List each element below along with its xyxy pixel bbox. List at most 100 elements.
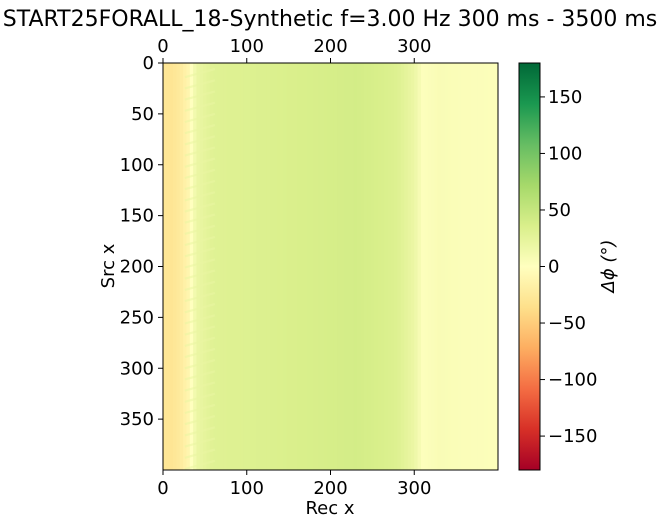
heatmap-column [357, 63, 362, 470]
heatmap-column [384, 63, 389, 470]
heatmap-column [196, 63, 201, 470]
heatmap-column [280, 63, 285, 470]
heatmap-column [484, 63, 489, 470]
heatmap-stripe [184, 448, 216, 459]
heatmap-column [327, 63, 332, 470]
heatmap-column [407, 63, 412, 470]
heatmap-column [290, 63, 295, 470]
heatmap-column [451, 63, 456, 470]
heatmap-column [233, 63, 238, 470]
heatmap-column [481, 63, 486, 470]
heatmap-column [410, 63, 415, 470]
heatmap-column [337, 63, 342, 470]
colorbar-tick-label: 150 [548, 87, 582, 108]
heatmap-column [474, 63, 479, 470]
heatmap-column [313, 63, 318, 470]
heatmap-column [163, 63, 167, 470]
heatmap-column [467, 63, 472, 470]
heatmap-stripe [184, 370, 216, 381]
heatmap-column [457, 63, 462, 470]
x-axis-top: 0 100 200 300 [157, 36, 431, 63]
heatmap-stripes [184, 68, 216, 470]
y-axis: 0 50 100 150 200 250 300 350 [120, 53, 163, 430]
x-tick-label: 300 [397, 36, 431, 57]
colorbar-axis: −150 −100 −50 0 50 100 150 [540, 87, 597, 447]
heatmap-column [216, 63, 221, 470]
heatmap-column [243, 63, 248, 470]
y-axis-label: Src x [98, 243, 119, 288]
heatmap-stripe [184, 269, 216, 280]
heatmap-stripe [184, 314, 216, 325]
y-tick-label: 350 [120, 409, 154, 430]
heatmap-column [494, 63, 498, 470]
heatmap-column [250, 63, 255, 470]
heatmap-column [394, 63, 399, 470]
heatmap-stripe [184, 437, 216, 448]
heatmap-stripe [184, 336, 216, 347]
heatmap-stripe [184, 101, 216, 112]
heatmap-column [206, 63, 211, 470]
heatmap-stripe [184, 202, 216, 213]
heatmap-column [461, 63, 466, 470]
heatmap-column [350, 63, 355, 470]
x-tick-label: 100 [230, 478, 264, 499]
y-tick-label: 100 [120, 155, 154, 176]
heatmap-column [343, 63, 348, 470]
heatmap-column [176, 63, 181, 470]
heatmap-column [434, 63, 439, 470]
heatmap-column [464, 63, 469, 470]
heatmap-column [323, 63, 328, 470]
heatmap-stripe [184, 459, 216, 470]
y-tick-label: 200 [120, 257, 154, 278]
heatmap-column [230, 63, 234, 470]
heatmap-stripe [184, 359, 216, 370]
heatmap-column [263, 63, 268, 470]
heatmap-columns [163, 63, 498, 470]
heatmap-column [347, 63, 352, 470]
x-tick-label: 0 [157, 478, 168, 499]
x-tick-label: 200 [313, 36, 347, 57]
heatmap-stripe [184, 235, 216, 247]
colorbar-tick-label: 100 [548, 143, 582, 164]
heatmap-column [353, 63, 358, 470]
heatmap-column [320, 63, 325, 470]
heatmap-column [209, 63, 214, 470]
heatmap-stripe [184, 135, 216, 146]
heatmap-stripe [184, 224, 216, 235]
x-tick-label: 200 [313, 478, 347, 499]
heatmap-column [404, 63, 409, 470]
x-tick-label: 0 [157, 36, 168, 57]
heatmap-column [333, 63, 338, 470]
heatmap-column [297, 63, 301, 470]
heatmap-column [370, 63, 375, 470]
colorbar-tick-label: −100 [548, 370, 597, 391]
heatmap-column [270, 63, 275, 470]
heatmap-column [219, 63, 224, 470]
heatmap-stripe [184, 124, 216, 135]
heatmap-column [273, 63, 278, 470]
heatmap-stripe [184, 280, 216, 291]
x-axis-label: Rec x [305, 498, 354, 519]
heatmap-column [431, 63, 435, 470]
heatmap-stripe [184, 79, 216, 90]
heatmap-column [380, 63, 385, 470]
heatmap-column [414, 63, 419, 470]
heatmap-column [437, 63, 442, 470]
heatmap-stripe [184, 90, 216, 101]
y-tick-label: 250 [120, 307, 154, 328]
colorbar-label: Δϕ (°) [598, 240, 619, 295]
heatmap-column [444, 63, 449, 470]
heatmap-column [203, 63, 208, 470]
colorbar-tick-label: 50 [548, 200, 571, 221]
heatmap-column [417, 63, 422, 470]
heatmap-column [246, 63, 251, 470]
heatmap-column [226, 63, 231, 470]
heatmap-column [266, 63, 271, 470]
heatmap-column [256, 63, 261, 470]
heatmap-stripe [184, 179, 216, 191]
heatmap-column [387, 63, 392, 470]
heatmap-stripe [184, 258, 216, 269]
heatmap-stripe [184, 146, 216, 157]
heatmap-column [374, 63, 378, 470]
